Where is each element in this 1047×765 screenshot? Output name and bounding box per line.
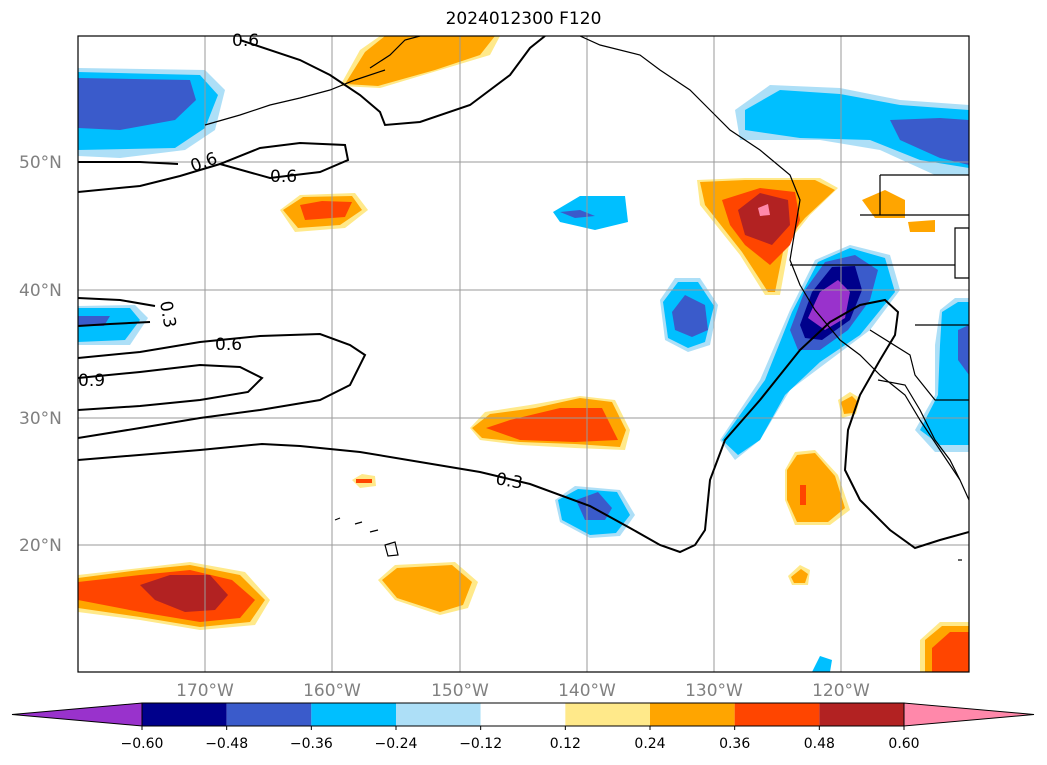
- contour-lines: [78, 36, 969, 554]
- coastlines: [204, 36, 969, 561]
- lon-label: 140°W: [558, 681, 616, 701]
- latitude-labels: 50°N 40°N 30°N 20°N: [19, 153, 62, 556]
- contour-label: 0.6: [188, 149, 220, 177]
- lat-label: 50°N: [19, 153, 62, 173]
- colorbar-tick-label: 0.48: [804, 736, 835, 752]
- contour-label: 0.9: [78, 371, 105, 391]
- lat-label: 20°N: [19, 536, 62, 556]
- colorbar-segment: [311, 703, 396, 726]
- contour-label: 0.6: [232, 31, 259, 51]
- contour-labels: 0.6 0.6 0.6 0.3 0.9 0.3 0.6: [78, 31, 524, 494]
- colorbar-tick-label: 0.60: [888, 736, 919, 752]
- colorbar-tick-label: −0.36: [290, 736, 333, 752]
- colorbar: −0.60 −0.48 −0.36 −0.24 −0.12 0.12 0.24 0.36 0.4…: [11, 702, 1035, 752]
- lon-label: 150°W: [431, 681, 489, 701]
- contour-label: 0.3: [155, 299, 179, 329]
- contour-label: 0.6: [270, 167, 297, 187]
- colorbar-frame: [141, 702, 905, 727]
- lat-label: 30°N: [19, 409, 62, 429]
- map-frame: [77, 35, 970, 673]
- colorbar-tick-label: 0.36: [719, 736, 750, 752]
- colorbar-tick-label: −0.60: [121, 736, 164, 752]
- colorbar-max-arrow: [903, 702, 1035, 727]
- lon-label: 120°W: [812, 681, 870, 701]
- lon-label: 170°W: [176, 681, 234, 701]
- colorbar-tick-label: −0.48: [205, 736, 248, 752]
- colorbar-segment: [480, 703, 566, 726]
- lon-label: 130°W: [685, 681, 743, 701]
- contour-label: 0.6: [215, 335, 242, 355]
- colorbar-tick-label: −0.12: [459, 736, 502, 752]
- map-gridlines: [78, 36, 969, 672]
- colorbar-tick-label: −0.24: [375, 736, 418, 752]
- colorbar-segment: [142, 703, 227, 726]
- map-title: 2024012300 F120: [445, 9, 602, 29]
- colorbar-segment: [650, 703, 735, 726]
- longitude-labels: 170°W 160°W 150°W 140°W 130°W 120°W: [176, 681, 870, 701]
- anomaly-shading: [78, 36, 969, 672]
- colorbar-segment: [565, 703, 650, 726]
- colorbar-tick-label: 0.12: [550, 736, 581, 752]
- colorbar-segment: [396, 703, 481, 726]
- lon-label: 160°W: [303, 681, 361, 701]
- colorbar-segment: [819, 703, 904, 726]
- colorbar-segment: [226, 703, 312, 726]
- contour-label: 0.3: [494, 469, 524, 493]
- colorbar-segment: [734, 703, 820, 726]
- colorbar-min-arrow: [11, 702, 143, 727]
- lat-label: 40°N: [19, 281, 62, 301]
- colorbar-tick-label: 0.24: [634, 736, 665, 752]
